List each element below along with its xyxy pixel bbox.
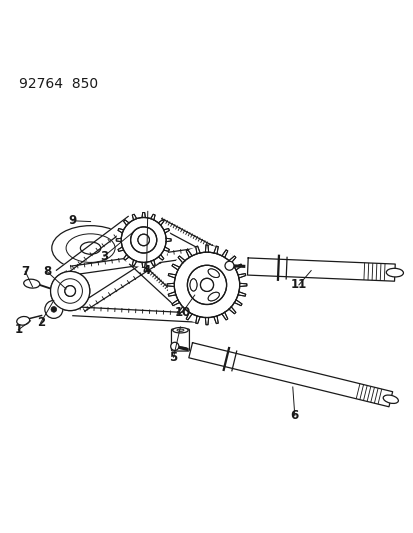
Circle shape	[200, 278, 213, 292]
Ellipse shape	[176, 329, 183, 332]
Polygon shape	[168, 246, 245, 324]
Ellipse shape	[190, 279, 197, 291]
Ellipse shape	[382, 395, 397, 403]
Polygon shape	[117, 213, 170, 266]
Polygon shape	[157, 219, 232, 264]
Polygon shape	[80, 255, 160, 311]
Circle shape	[170, 342, 178, 350]
Text: 1: 1	[14, 324, 22, 336]
Ellipse shape	[208, 269, 219, 278]
Circle shape	[65, 286, 75, 296]
Text: 9: 9	[68, 214, 76, 227]
Polygon shape	[188, 343, 392, 407]
Polygon shape	[129, 257, 194, 318]
Text: 11: 11	[290, 278, 306, 292]
Circle shape	[50, 271, 90, 311]
Ellipse shape	[208, 292, 219, 301]
Text: 10: 10	[174, 306, 190, 319]
Text: 8: 8	[43, 265, 51, 278]
Ellipse shape	[17, 317, 30, 325]
Text: 4: 4	[142, 264, 150, 277]
Ellipse shape	[190, 279, 197, 291]
Circle shape	[138, 234, 149, 246]
FancyBboxPatch shape	[171, 329, 189, 351]
Circle shape	[224, 261, 233, 270]
Text: 92764  850: 92764 850	[19, 77, 98, 91]
Text: 6: 6	[290, 409, 298, 422]
Polygon shape	[247, 258, 394, 281]
Ellipse shape	[80, 242, 100, 254]
Circle shape	[51, 306, 57, 312]
Ellipse shape	[52, 225, 129, 271]
Circle shape	[138, 234, 149, 246]
Polygon shape	[117, 213, 170, 266]
Ellipse shape	[24, 279, 40, 288]
Polygon shape	[56, 216, 133, 277]
Ellipse shape	[208, 269, 219, 278]
Circle shape	[45, 301, 63, 318]
Polygon shape	[168, 246, 245, 324]
Ellipse shape	[172, 327, 188, 333]
Text: 7: 7	[21, 265, 29, 278]
Circle shape	[200, 278, 213, 292]
Circle shape	[50, 271, 90, 311]
Ellipse shape	[208, 292, 219, 301]
Circle shape	[65, 286, 75, 296]
Text: 3: 3	[100, 250, 108, 263]
Text: 5: 5	[169, 351, 177, 364]
Text: 2: 2	[37, 316, 45, 329]
Polygon shape	[71, 247, 209, 275]
Ellipse shape	[385, 268, 403, 277]
Polygon shape	[73, 306, 211, 323]
